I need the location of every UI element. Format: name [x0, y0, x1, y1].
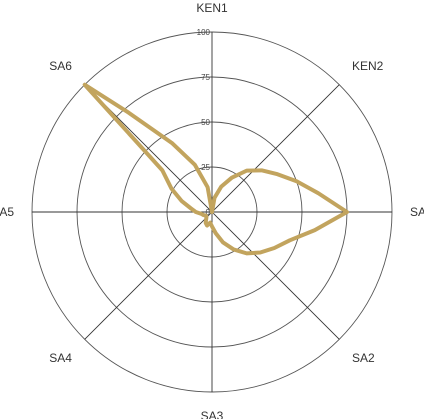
- axis-label-sa3: SA3: [201, 409, 224, 419]
- radial-tick-labels: 0 25 50 75 100: [197, 28, 211, 217]
- radial-tick-label: 75: [201, 73, 210, 82]
- axis-label-ken2: KEN2: [352, 59, 384, 73]
- axis-label-sa4: SA4: [49, 351, 72, 365]
- axis-label-sa2: SA2: [352, 351, 375, 365]
- radial-tick-label: 100: [197, 28, 211, 37]
- axis-label-sa5: SA5: [0, 205, 14, 219]
- axis-label-ken1: KEN1: [196, 1, 228, 15]
- series-layer: [82, 82, 349, 256]
- axis-label-sa1: SA1: [410, 205, 424, 219]
- axis-label-sa6: SA6: [49, 59, 72, 73]
- radial-tick-label: 25: [201, 163, 210, 172]
- series-line: [82, 82, 349, 256]
- radial-tick-label: 50: [201, 118, 210, 127]
- radial-tick-label: 0: [206, 208, 211, 217]
